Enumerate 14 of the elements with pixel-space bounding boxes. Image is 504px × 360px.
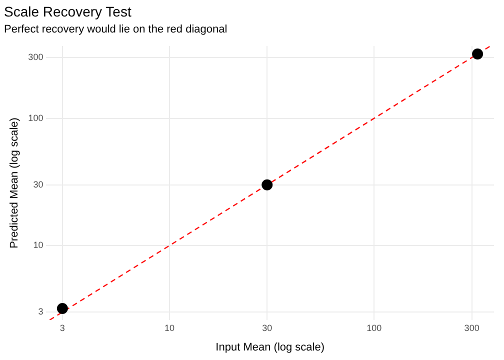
x-tick-label: 300 — [464, 322, 480, 333]
chart-subtitle: Perfect recovery would lie on the red diagonal — [4, 23, 228, 36]
chart-title: Scale Recovery Test — [4, 3, 132, 20]
y-tick-label: 30 — [33, 179, 44, 190]
x-tick-label: 30 — [262, 322, 272, 333]
x-axis-title: Input Mean (log scale) — [216, 341, 325, 354]
y-tick-label: 100 — [28, 112, 44, 123]
y-tick-label: 300 — [28, 52, 44, 62]
x-tick-label: 3 — [60, 322, 65, 333]
x-tick-label: 10 — [164, 322, 174, 333]
y-tick-label: 10 — [33, 240, 44, 250]
y-tick-label: 3 — [38, 306, 44, 317]
y-axis-title: Predicted Mean (log scale) — [8, 118, 21, 248]
x-tick-label: 100 — [366, 322, 382, 333]
